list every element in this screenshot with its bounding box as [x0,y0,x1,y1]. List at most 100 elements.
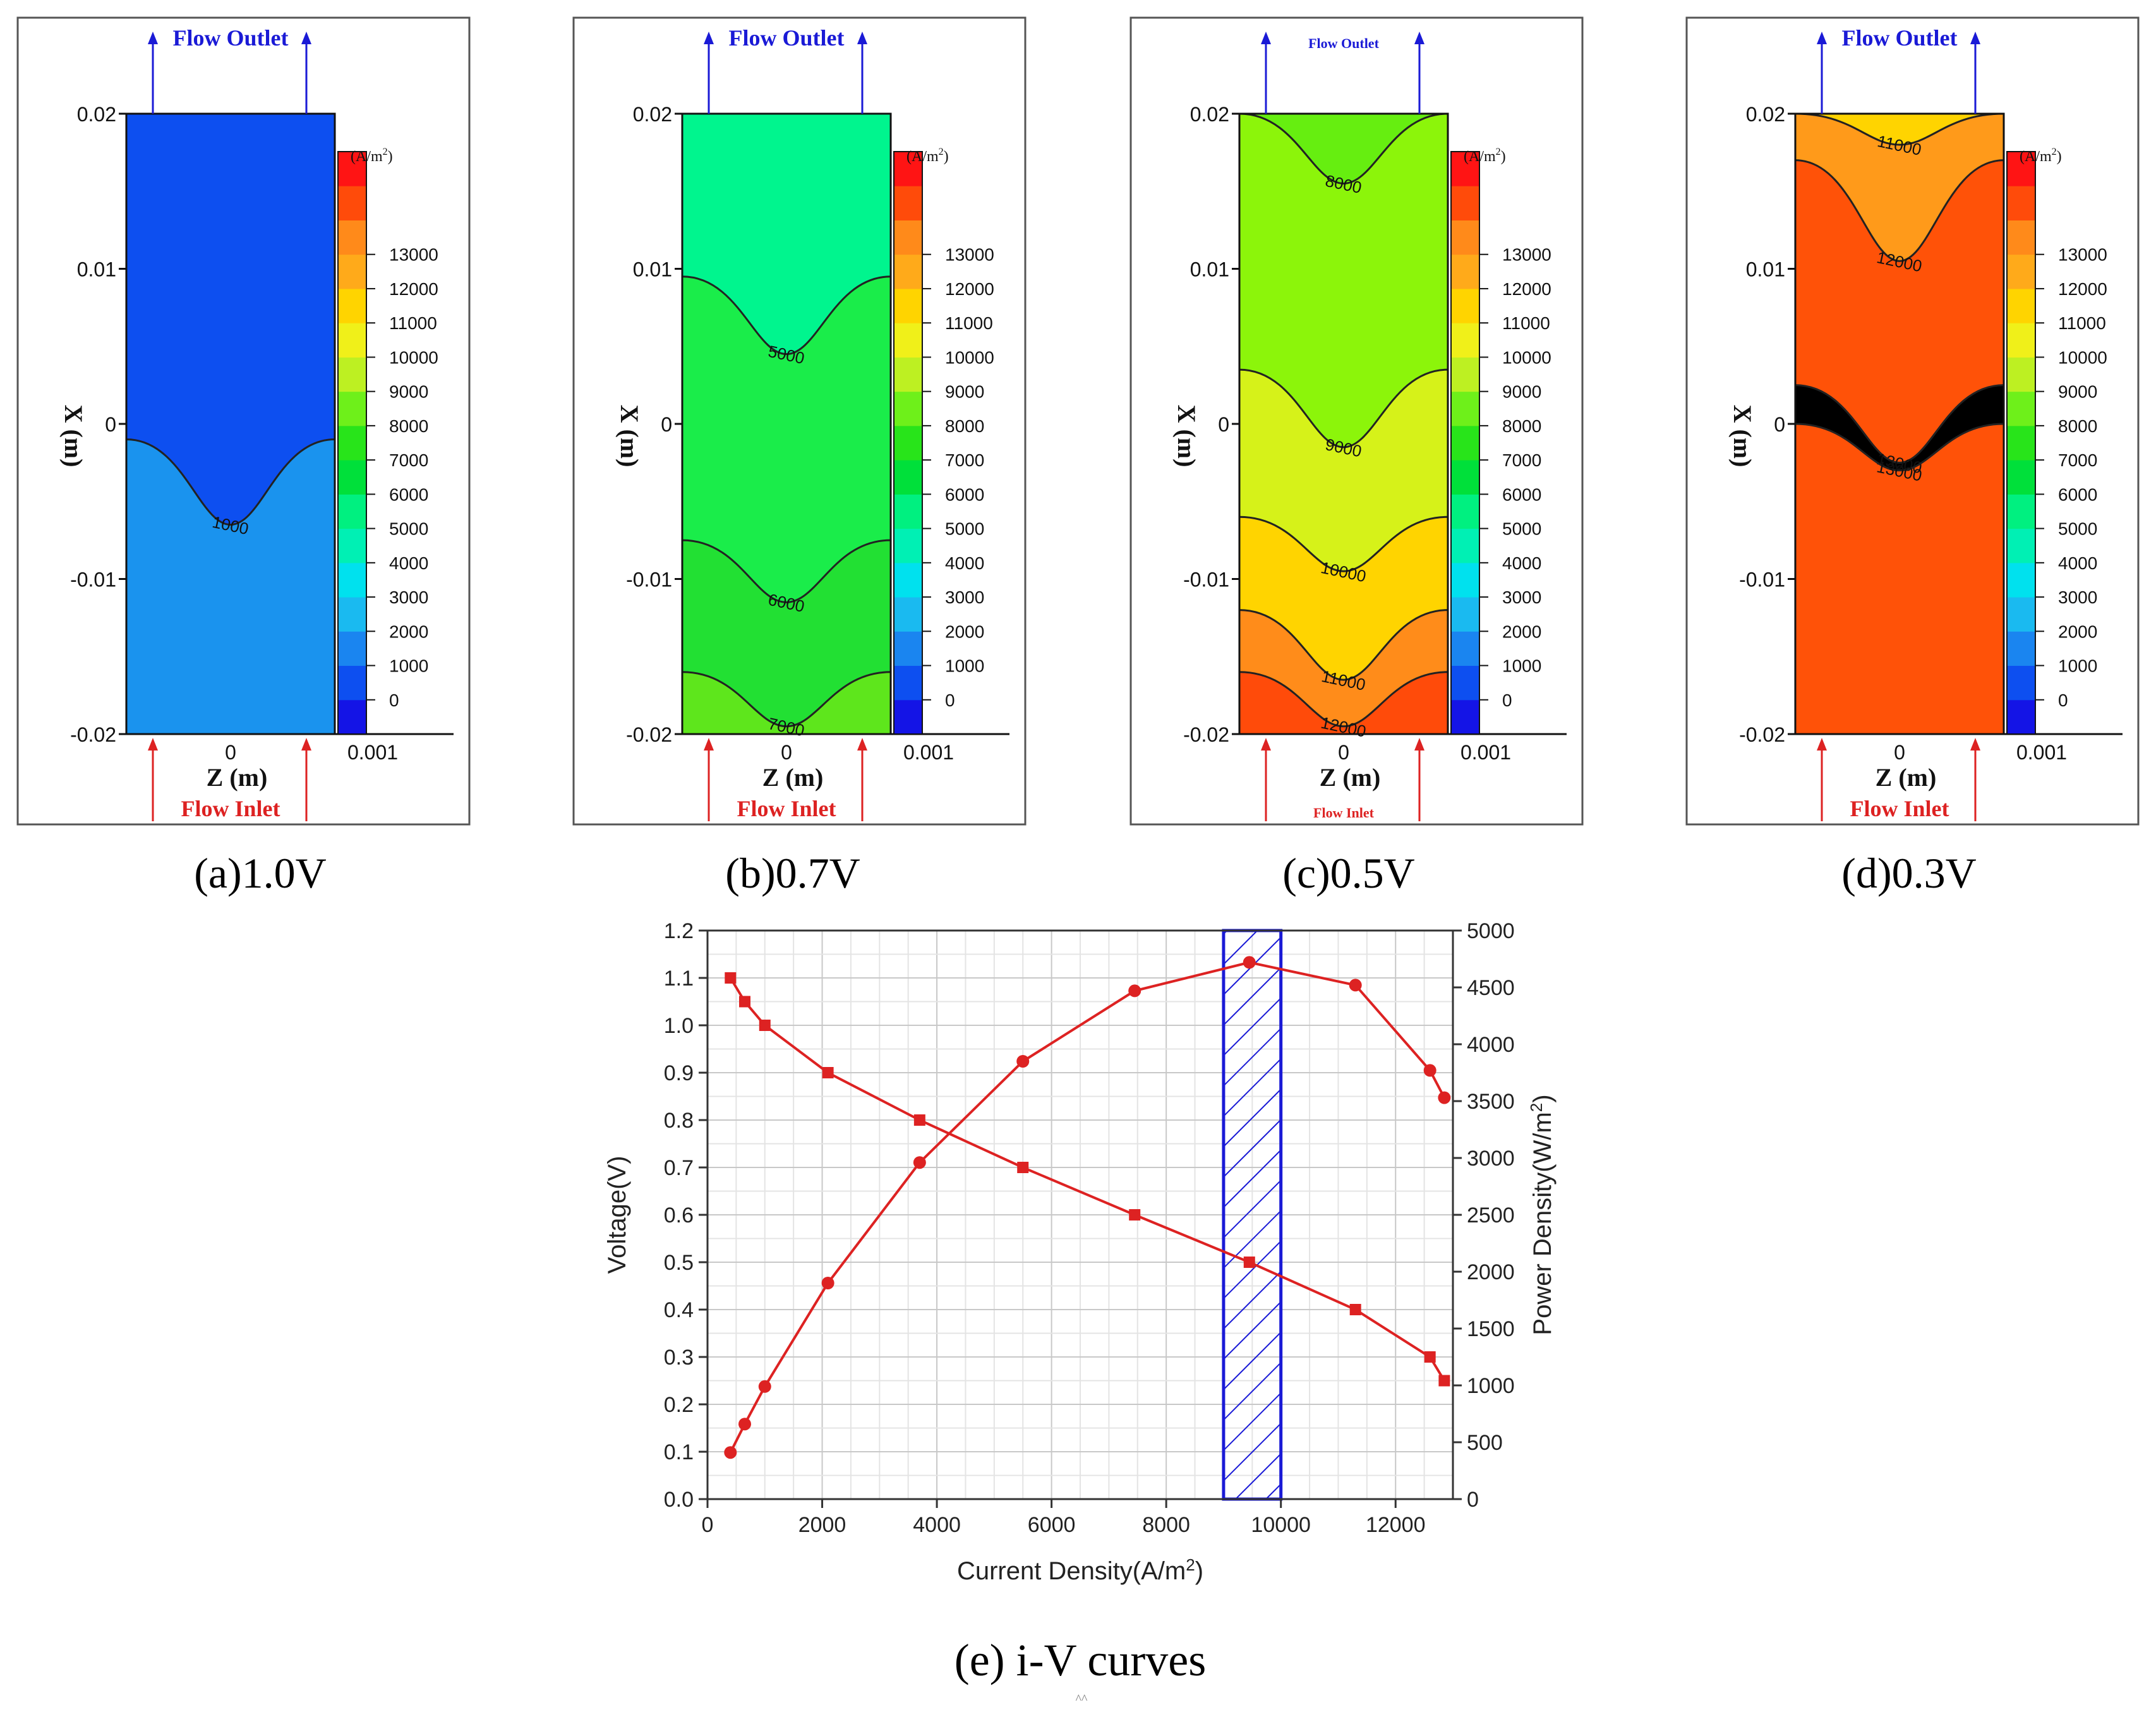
caption-e: (e) i-V curves [955,1635,1207,1685]
colorbar-label: 9000 [1502,382,1541,402]
colorbar-swatch [894,391,922,426]
colorbar-swatch [338,288,366,323]
caption-b: (b)0.7V [725,849,860,897]
y-tick-label: 0 [661,413,672,436]
colorbar-swatch [338,186,366,220]
colorbar-swatch [2007,665,2035,701]
x-axis-label-close: ) [1195,1557,1203,1585]
colorbar-swatch [894,220,922,255]
colorbar-label: 8000 [1502,416,1541,436]
colorbar-swatch [894,254,922,289]
colorbar-swatch [894,152,922,186]
y-tick-label: 0.02 [77,103,116,126]
voltage-point [1438,1375,1450,1387]
colorbar-unit-close: ) [2057,148,2062,165]
flow-outlet-label: Flow Outlet [1842,25,1958,51]
y-tick-label: -0.01 [70,569,116,591]
colorbar-unit: (A/m2) [2020,147,2062,165]
colorbar-swatch [1451,699,1479,735]
colorbar-label: 12000 [389,279,438,299]
x-axis-label: Z (m) [762,763,824,792]
x-axis-label: Z (m) [1876,763,1937,792]
colorbar-swatch [1451,460,1479,495]
y-tick-label: 0 [105,413,116,436]
outlet-arrow-head [301,32,311,44]
colorbar-swatch [894,562,922,598]
colorbar-swatch [2007,528,2035,564]
y-right-axis-label-sup: 2 [1527,1103,1546,1112]
colorbar-label: 4000 [389,553,428,573]
colorbar-label: 2000 [945,622,984,641]
colorbar-label: 0 [945,690,955,710]
y-left-tick-label: 0.4 [664,1298,694,1322]
colorbar-label: 7000 [945,450,984,470]
colorbar-swatch [2007,460,2035,495]
colorbar-swatch [2007,186,2035,220]
colorbar-swatch [1451,323,1479,358]
colorbar-swatch [1451,357,1479,392]
colorbar-unit-sup: 2 [939,147,944,157]
colorbar-label: 2000 [2058,622,2097,641]
colorbar-label: 9000 [945,382,984,402]
colorbar-swatch [1451,425,1479,461]
colorbar-swatch [2007,494,2035,529]
inlet-arrow-head [1261,738,1271,751]
voltage-point [725,972,737,984]
flow-inlet-label: Flow Inlet [1850,796,1949,821]
power-point [821,1277,834,1289]
y-left-tick-label: 0.3 [664,1346,694,1370]
flow-inlet-label: Flow Inlet [1313,805,1375,821]
caption-c: (c)0.5V [1282,849,1415,897]
voltage-point [1424,1351,1436,1363]
y-left-tick-label: 1.0 [664,1014,694,1038]
colorbar-label: 13000 [1502,245,1551,265]
colorbar-swatch [1451,665,1479,701]
y-tick-label: 0.02 [1190,103,1229,126]
y-left-tick-label: 0.2 [664,1393,694,1417]
colorbar-swatch [338,665,366,701]
contour-region [1795,114,2004,463]
y-tick-label: -0.01 [1183,569,1229,591]
colorbar-swatch [1451,597,1479,632]
colorbar-swatch [338,562,366,598]
colorbar-swatch [894,665,922,701]
y-tick-label: 0.01 [77,258,116,281]
voltage-point [822,1067,834,1078]
contour-line [682,539,891,603]
power-point [738,1418,751,1431]
colorbar-swatch [894,425,922,461]
voltage-point [1349,1304,1361,1315]
contour-region [1795,114,2004,262]
colorbar-label: 10000 [2058,347,2107,367]
y-left-tick-label: 1.2 [664,919,694,943]
colorbar-swatch [2007,597,2035,632]
y-tick-label: -0.01 [1739,569,1785,591]
y-tick-label: -0.02 [1183,723,1229,746]
y-tick-label: -0.02 [1739,723,1785,746]
colorbar-swatch [1451,288,1479,323]
colorbar-label: 13000 [389,245,438,265]
y-right-axis-label: Power Density(W/m2) [1527,1094,1557,1335]
colorbar-swatch [894,323,922,358]
y-right-tick-label: 1500 [1467,1317,1515,1341]
colorbar-swatch [2007,562,2035,598]
colorbar-border [893,151,923,735]
contour-line [1239,671,1448,728]
colorbar-label: 3000 [2058,588,2097,607]
y-right-axis-label-close: ) [1529,1094,1557,1102]
colorbar-swatch [1451,391,1479,426]
y-tick-label: 0.01 [633,258,672,281]
colorbar-unit-sup: 2 [383,147,388,157]
colorbar-swatch [338,528,366,564]
contour-line [682,275,891,356]
y-right-tick-label: 500 [1467,1431,1503,1455]
colorbar-swatch [2007,323,2035,358]
y-left-tick-label: 0.8 [664,1109,694,1133]
voltage-point [1129,1209,1141,1221]
colorbar-label: 9000 [389,382,428,402]
outlet-arrow-head [1261,32,1271,44]
colorbar-label: 9000 [2058,382,2097,402]
y-tick-label: -0.02 [626,723,672,746]
y-right-tick-label: 0 [1467,1488,1479,1512]
colorbar-label: 7000 [2058,450,2097,470]
